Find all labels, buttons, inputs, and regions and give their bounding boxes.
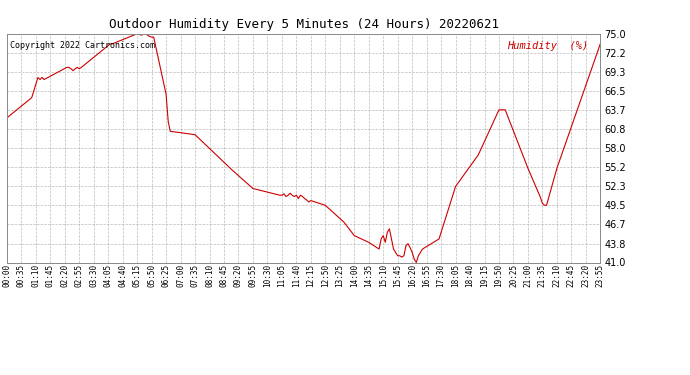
Text: Humidity  (%): Humidity (%) — [507, 40, 589, 51]
Title: Outdoor Humidity Every 5 Minutes (24 Hours) 20220621: Outdoor Humidity Every 5 Minutes (24 Hou… — [108, 18, 499, 31]
Text: Copyright 2022 Cartronics.com: Copyright 2022 Cartronics.com — [10, 40, 155, 50]
